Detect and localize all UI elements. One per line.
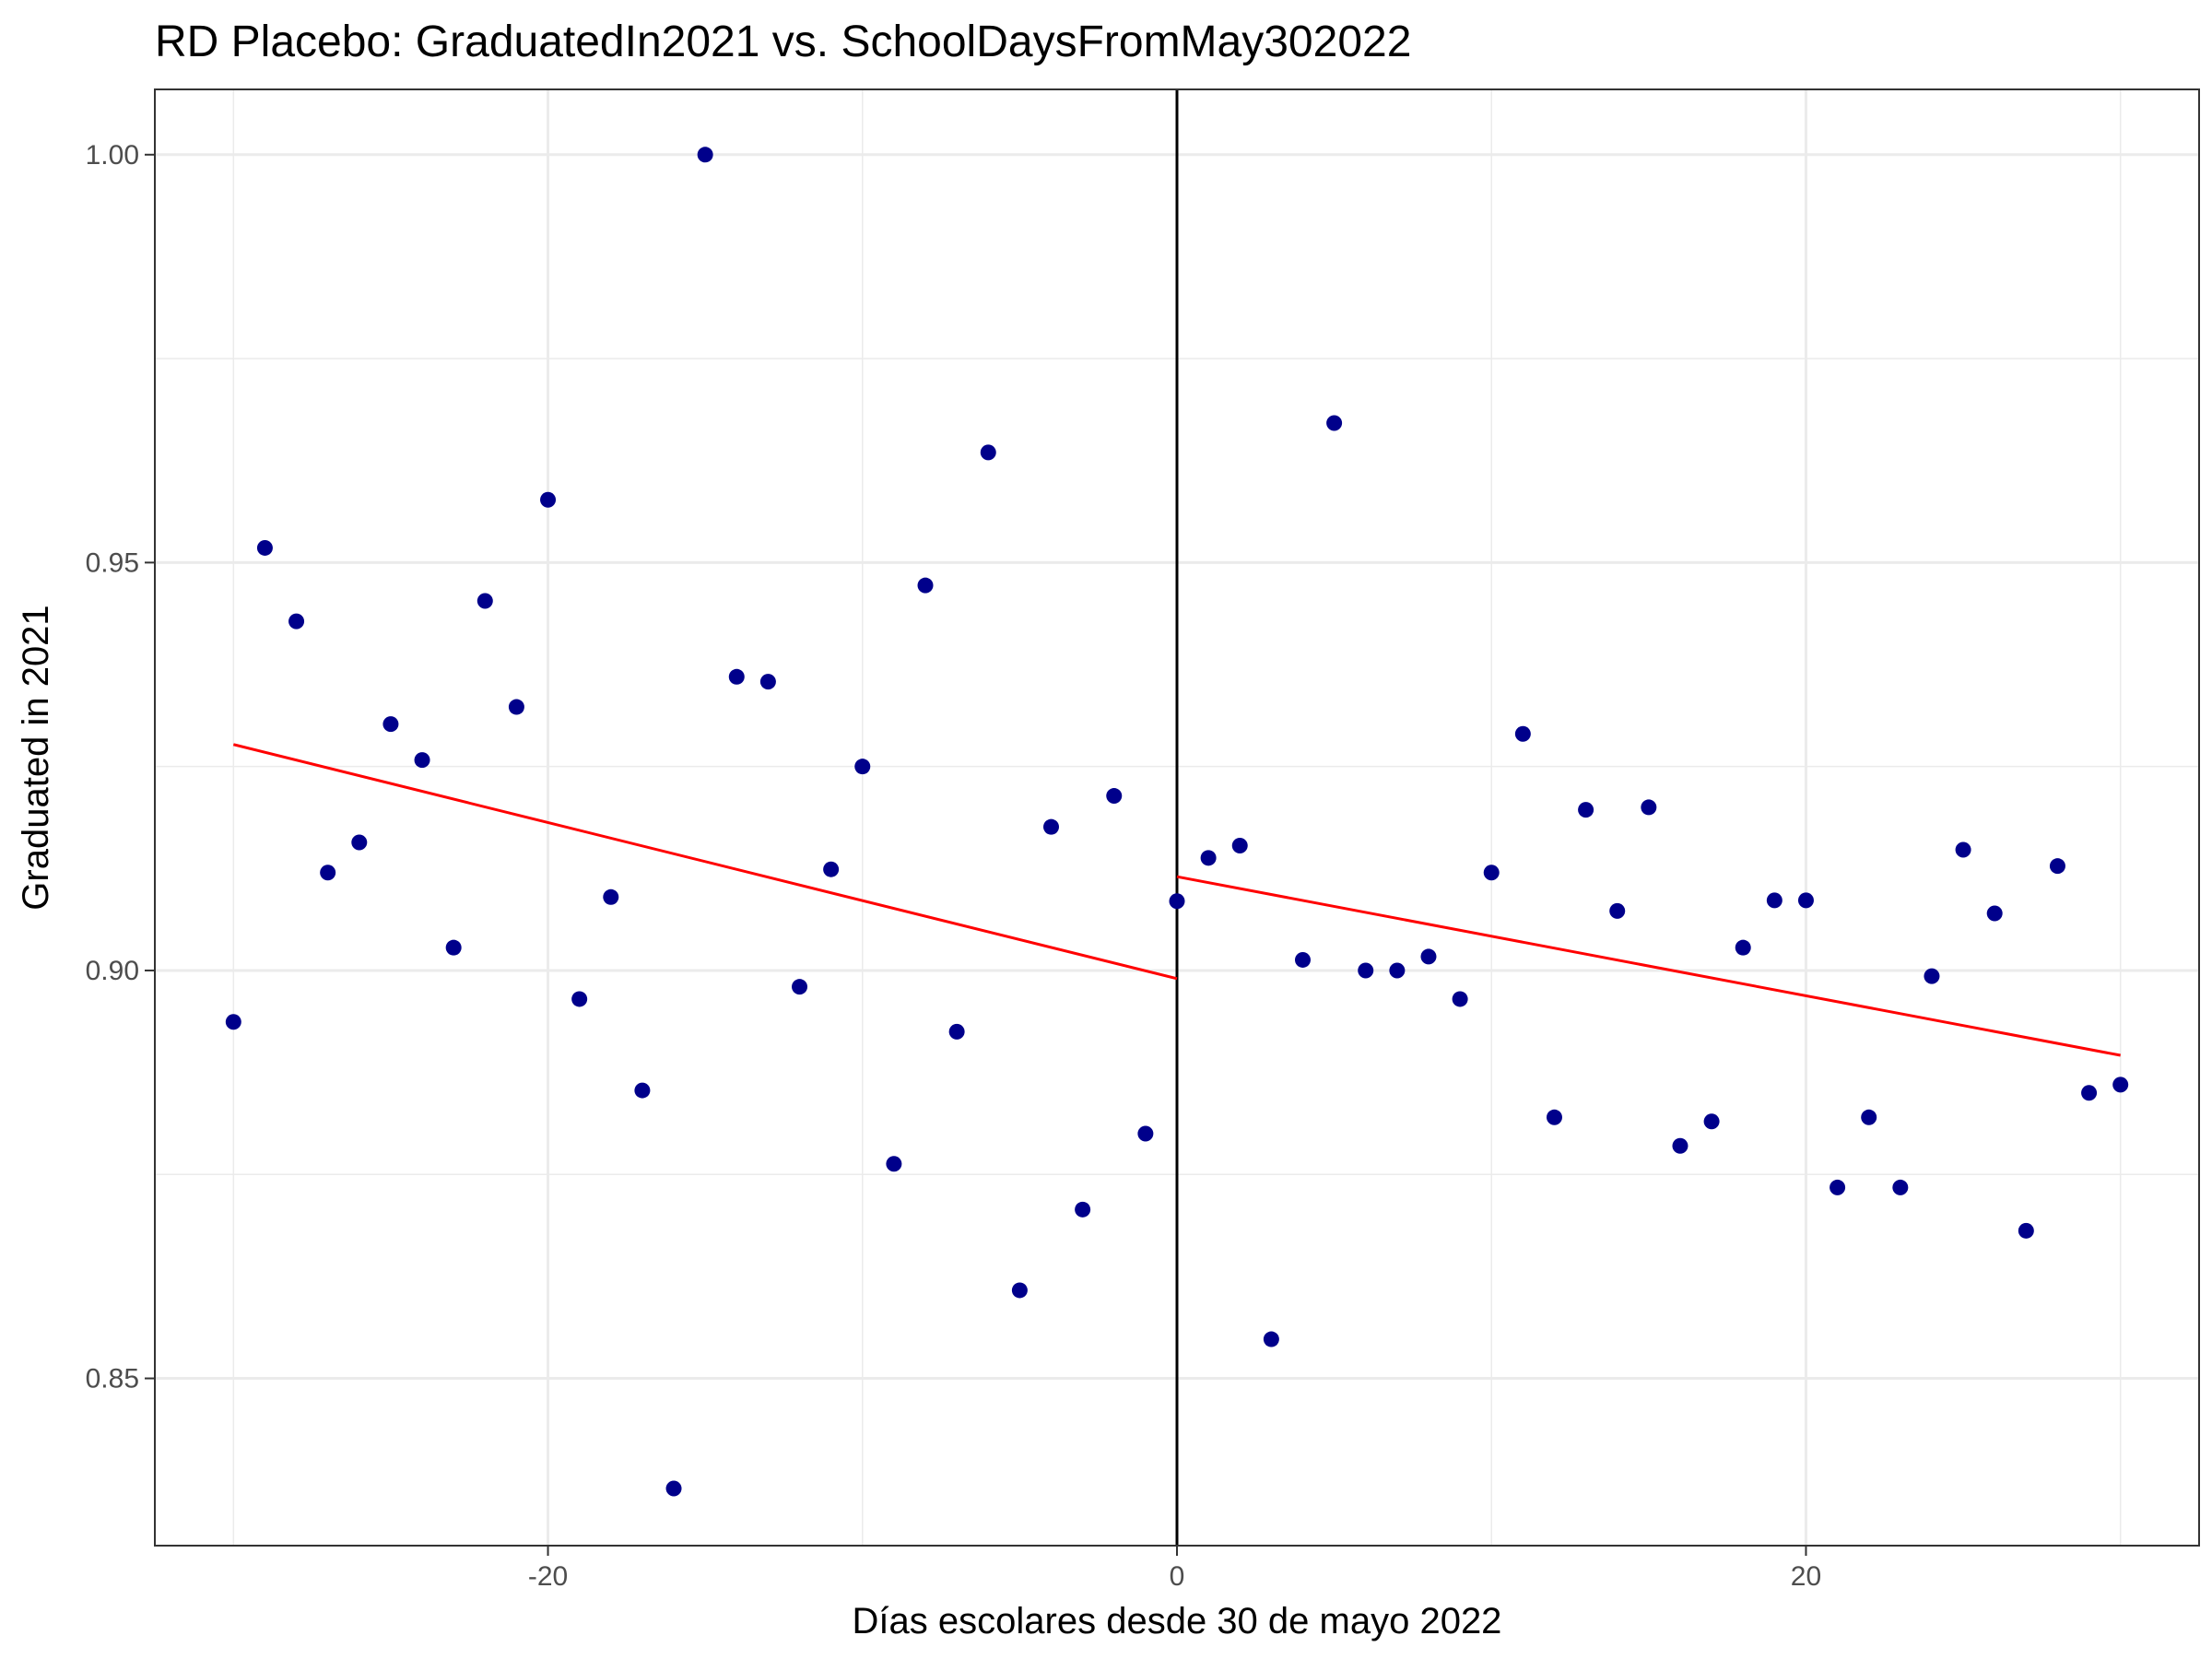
- y-tick-label: 0.85: [86, 1364, 139, 1394]
- data-point: [1169, 893, 1185, 910]
- data-point: [2112, 1077, 2129, 1093]
- fit-line-left: [232, 743, 1178, 981]
- data-point: [1861, 1109, 1877, 1125]
- data-point: [1358, 962, 1374, 979]
- data-point: [445, 939, 462, 956]
- data-point: [792, 979, 808, 995]
- data-point: [256, 539, 273, 556]
- y-tick-label: 1.00: [86, 140, 139, 171]
- data-point: [886, 1156, 902, 1172]
- data-point: [477, 593, 493, 609]
- y-tick-label: 0.90: [86, 956, 139, 986]
- data-point: [288, 613, 305, 629]
- data-point: [1672, 1137, 1688, 1154]
- data-point: [1231, 838, 1248, 854]
- x-axis-title: Días escolares desde 30 de mayo 2022: [853, 1601, 1502, 1641]
- data-point: [2049, 858, 2065, 875]
- data-point: [1200, 850, 1217, 866]
- data-point: [1609, 902, 1626, 919]
- data-point: [1043, 818, 1060, 835]
- data-point: [1578, 802, 1594, 818]
- x-tick-label: 20: [1791, 1561, 1821, 1592]
- data-point: [1735, 939, 1751, 956]
- data-point: [351, 834, 368, 851]
- data-point: [571, 991, 588, 1007]
- data-point: [1546, 1109, 1562, 1125]
- data-point: [697, 147, 713, 163]
- data-point: [1766, 892, 1783, 909]
- data-point: [948, 1023, 965, 1040]
- y-tick-label: 0.95: [86, 547, 139, 578]
- data-point: [728, 668, 745, 685]
- data-point: [1703, 1113, 1720, 1130]
- data-point: [2018, 1222, 2034, 1239]
- data-point: [1797, 892, 1814, 909]
- x-tick-label: 0: [1170, 1561, 1185, 1592]
- fit-line-right: [1176, 875, 2121, 1057]
- data-point: [225, 1014, 241, 1030]
- data-point: [540, 491, 557, 508]
- data-point: [382, 716, 399, 733]
- data-point: [603, 888, 619, 905]
- data-point: [1011, 1282, 1028, 1299]
- data-point: [1892, 1179, 1909, 1195]
- data-point: [1294, 951, 1311, 968]
- x-tick-label: -20: [528, 1561, 568, 1592]
- x-axis: -20 0 20: [528, 1546, 1821, 1592]
- data-point: [854, 759, 871, 775]
- data-point: [917, 577, 934, 594]
- y-axis-title: Graduated in 2021: [16, 605, 56, 910]
- data-point: [1137, 1125, 1154, 1142]
- data-point: [665, 1480, 682, 1497]
- data-point: [1483, 865, 1500, 881]
- fit-lines: [232, 743, 2121, 1057]
- data-point: [1389, 962, 1406, 979]
- data-point: [1106, 788, 1123, 805]
- data-point: [1955, 841, 1971, 858]
- data-point: [414, 752, 430, 769]
- data-point: [2081, 1085, 2098, 1101]
- y-axis: 0.85 0.90 0.95 1.00: [86, 140, 155, 1394]
- data-point: [980, 444, 996, 461]
- data-point: [1641, 799, 1657, 816]
- data-point: [759, 674, 776, 690]
- data-point: [1420, 948, 1437, 965]
- data-point: [1986, 905, 2003, 922]
- data-point: [1263, 1331, 1279, 1347]
- data-points: [225, 147, 2129, 1497]
- data-point: [1452, 991, 1468, 1007]
- data-point: [320, 865, 336, 881]
- data-point: [1924, 968, 1940, 984]
- data-point: [1075, 1201, 1091, 1218]
- data-point: [823, 861, 840, 877]
- data-point: [1830, 1179, 1846, 1195]
- chart-title: RD Placebo: GraduatedIn2021 vs. SchoolDa…: [155, 18, 1411, 66]
- data-point: [1514, 725, 1531, 742]
- data-point: [1326, 415, 1343, 431]
- data-point: [508, 699, 524, 715]
- data-point: [634, 1082, 651, 1099]
